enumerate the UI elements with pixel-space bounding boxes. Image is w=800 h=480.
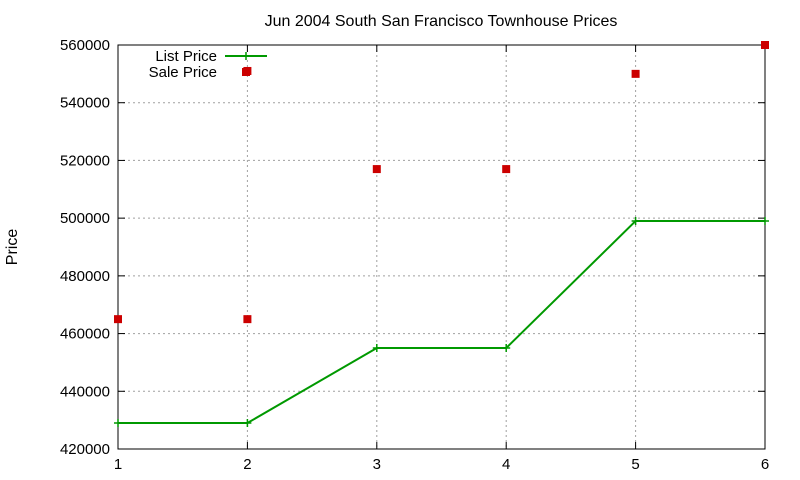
y-tick-label: 520000: [60, 152, 110, 169]
y-tick-label: 540000: [60, 95, 110, 112]
data-point: [372, 165, 381, 174]
legend-label: List Price: [155, 48, 217, 65]
grid: [118, 45, 765, 449]
plot-frame: [117, 44, 766, 450]
series-sale-price: [114, 41, 769, 324]
data-point: [243, 315, 252, 324]
y-tick-label: 420000: [60, 441, 110, 458]
data-point: [761, 217, 769, 226]
y-tick-label: 460000: [60, 326, 110, 343]
data-point: [114, 419, 122, 428]
y-axis-label: Price: [4, 229, 21, 266]
tick-labels: 420000 440000 460000 480000 500000 520000 5400…: [60, 37, 769, 473]
data-point: [761, 41, 769, 49]
data-point: [502, 165, 511, 174]
x-tick-label: 2: [243, 456, 251, 473]
y-tick-label: 440000: [60, 383, 110, 400]
x-tick-label: 1: [114, 456, 122, 473]
series-layer: [114, 41, 769, 428]
series-line: [118, 220, 765, 425]
x-tick-label: 4: [502, 456, 510, 473]
data-point: [114, 315, 122, 324]
legend-marker: [242, 52, 250, 60]
data-point: [372, 344, 381, 352]
legend-marker: [242, 68, 250, 76]
tick-marks: [117, 44, 766, 450]
data-point: [631, 217, 640, 226]
legend-label: Sale Price: [149, 64, 217, 81]
chart-title: Jun 2004 South San Francisco Townhouse P…: [265, 13, 618, 30]
series-list-price: [114, 217, 769, 428]
data-point: [631, 69, 640, 78]
y-tick-label: 500000: [60, 210, 110, 227]
data-point: [502, 344, 511, 352]
data-point: [243, 419, 252, 428]
x-tick-label: 6: [761, 456, 769, 473]
x-tick-label: 3: [373, 456, 381, 473]
y-tick-label: 560000: [60, 37, 110, 54]
x-tick-label: 5: [631, 456, 639, 473]
y-tick-label: 480000: [60, 268, 110, 285]
